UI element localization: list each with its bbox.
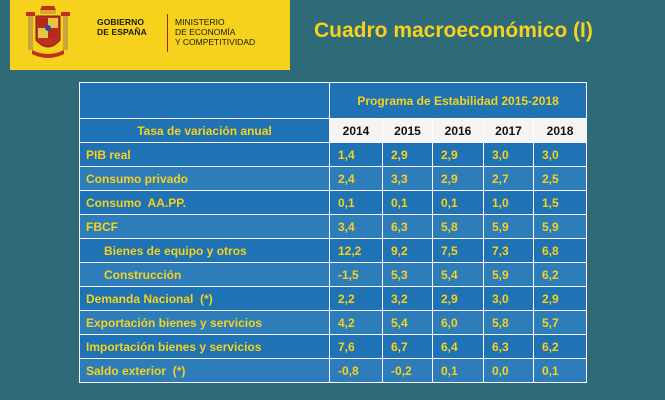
cell-value: 5,4 (382, 310, 433, 335)
cell-value: 6,3 (382, 214, 433, 239)
cell-value: 2,2 (329, 286, 383, 311)
table-row: Exportación bienes y servicios 4,2 5,4 6… (79, 310, 588, 335)
table-row: Bienes de equipo y otros 12,2 9,2 7,5 7,… (79, 238, 588, 263)
cell-value: 5,9 (483, 214, 534, 239)
cell-value: 7,3 (483, 238, 534, 263)
cell-value: 1,5 (532, 190, 588, 215)
row-label: FBCF (79, 214, 330, 239)
table-header-years-row: Tasa de variación anual 2014 2015 2016 2… (79, 118, 588, 143)
table-header-empty-cell (79, 82, 330, 119)
table-row: PIB real 1,4 2,9 2,9 3,0 3,0 (79, 142, 588, 167)
cell-value: 0,1 (382, 190, 433, 215)
row-label: Importación bienes y servicios (79, 334, 330, 359)
cell-value: 5,8 (483, 310, 534, 335)
macro-table: Programa de Estabilidad 2015-2018 Tasa d… (79, 82, 588, 383)
ministry-line-1: MINISTERIO (175, 17, 225, 27)
cell-value: 5,9 (483, 262, 534, 287)
row-label: Exportación bienes y servicios (79, 310, 330, 335)
table-row: Demanda Nacional (*) 2,2 3,2 2,9 3,0 2,9 (79, 286, 588, 311)
government-name: GOBIERNO DE ESPAÑA (97, 17, 147, 37)
cell-value: 0,1 (329, 190, 383, 215)
program-header: Programa de Estabilidad 2015-2018 (328, 82, 588, 119)
year-header: 2018 (532, 118, 588, 143)
row-label: Construcción (79, 262, 330, 287)
year-header: 2016 (432, 118, 484, 143)
cell-value: 3,0 (483, 142, 534, 167)
row-label: Saldo exterior (*) (79, 358, 330, 383)
cell-value: 3,2 (382, 286, 433, 311)
cell-value: 6,4 (432, 334, 484, 359)
cell-value: 6,0 (432, 310, 484, 335)
cell-value: 7,6 (329, 334, 383, 359)
cell-value: 2,9 (432, 166, 484, 191)
cell-value: 6,2 (532, 334, 588, 359)
row-label: PIB real (79, 142, 330, 167)
header-divider (167, 14, 168, 52)
cell-value: 0,1 (432, 190, 484, 215)
cell-value: 6,7 (382, 334, 433, 359)
cell-value: 3,3 (382, 166, 433, 191)
cell-value: 1,4 (329, 142, 383, 167)
cell-value: 5,7 (532, 310, 588, 335)
page-title: Cuadro macroeconómico (I) (314, 19, 593, 42)
cell-value: -1,5 (329, 262, 383, 287)
row-label: Demanda Nacional (*) (79, 286, 330, 311)
table-row: Saldo exterior (*) -0,8 -0,2 0,1 0,0 0,1 (79, 358, 588, 383)
cell-value: 2,9 (432, 142, 484, 167)
row-label: Consumo privado (79, 166, 330, 191)
gov-line-2: DE ESPAÑA (97, 27, 147, 37)
year-header: 2017 (483, 118, 534, 143)
cell-value: 6,2 (532, 262, 588, 287)
gov-line-1: GOBIERNO (97, 17, 145, 27)
cell-value: 5,9 (532, 214, 588, 239)
ministry-line-3: Y COMPETITIVIDAD (175, 37, 256, 47)
coat-of-arms-icon (26, 6, 70, 58)
cell-value: 2,9 (532, 286, 588, 311)
cell-value: 3,0 (483, 286, 534, 311)
row-label: Bienes de equipo y otros (79, 238, 330, 263)
cell-value: 3,0 (532, 142, 588, 167)
rate-label-header: Tasa de variación anual (79, 118, 330, 143)
year-header: 2015 (382, 118, 433, 143)
cell-value: 1,0 (483, 190, 534, 215)
table-row: Importación bienes y servicios 7,6 6,7 6… (79, 334, 588, 359)
table-row: Construcción -1,5 5,3 5,4 5,9 6,2 (79, 262, 588, 287)
ministry-name: MINISTERIO DE ECONOMÍA Y COMPETITIVIDAD (175, 17, 255, 47)
year-header: 2014 (329, 118, 383, 143)
cell-value: 5,8 (432, 214, 484, 239)
cell-value: 2,9 (382, 142, 433, 167)
cell-value: 12,2 (329, 238, 383, 263)
ministry-line-2: DE ECONOMÍA (175, 27, 236, 37)
cell-value: 2,7 (483, 166, 534, 191)
cell-value: -0,8 (329, 358, 383, 383)
header-logo-block: GOBIERNO DE ESPAÑA MINISTERIO DE ECONOMÍ… (10, 0, 290, 70)
table-row: Consumo privado 2,4 3,3 2,9 2,7 2,5 (79, 166, 588, 191)
cell-value: 6,8 (532, 238, 588, 263)
cell-value: 4,2 (329, 310, 383, 335)
cell-value: 5,3 (382, 262, 433, 287)
cell-value: 2,9 (432, 286, 484, 311)
cell-value: 9,2 (382, 238, 433, 263)
table-row: Consumo AA.PP. 0,1 0,1 0,1 1,0 1,5 (79, 190, 588, 215)
table-header-program-row: Programa de Estabilidad 2015-2018 (79, 82, 588, 119)
cell-value: 2,4 (329, 166, 383, 191)
cell-value: 3,4 (329, 214, 383, 239)
cell-value: 5,4 (432, 262, 484, 287)
table-row: FBCF 3,4 6,3 5,8 5,9 5,9 (79, 214, 588, 239)
cell-value: 0,0 (483, 358, 534, 383)
cell-value: -0,2 (382, 358, 433, 383)
cell-value: 2,5 (532, 166, 588, 191)
cell-value: 0,1 (432, 358, 484, 383)
cell-value: 0,1 (532, 358, 588, 383)
cell-value: 7,5 (432, 238, 484, 263)
row-label: Consumo AA.PP. (79, 190, 330, 215)
cell-value: 6,3 (483, 334, 534, 359)
